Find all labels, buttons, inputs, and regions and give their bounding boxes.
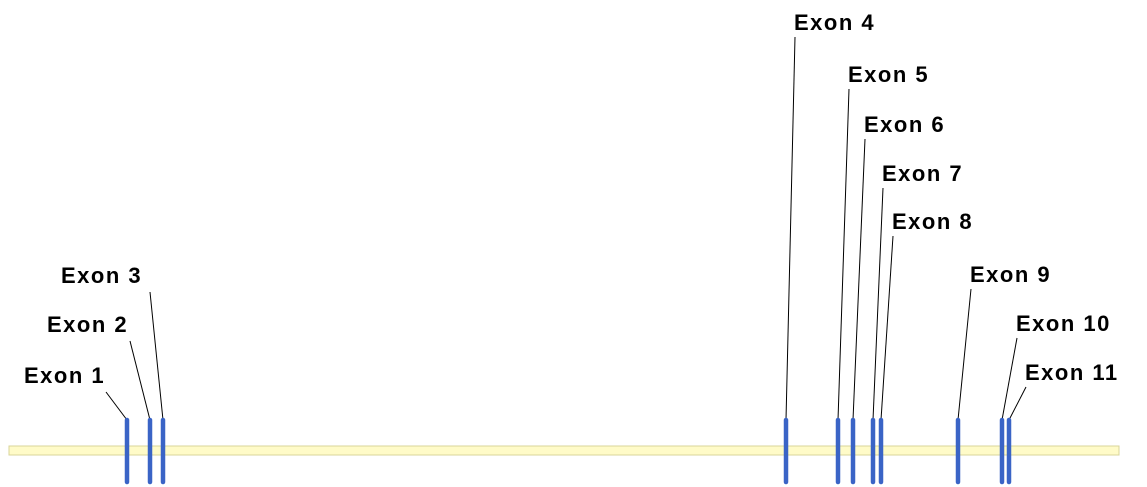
- exon-10-label: Exon 10: [1016, 311, 1111, 336]
- exon-4-label: Exon 4: [794, 10, 875, 35]
- exon-3-label: Exon 3: [61, 263, 142, 288]
- exon-7-leader-line: [872, 187, 884, 421]
- exon-6-label: Exon 6: [864, 112, 945, 137]
- exon-8-label: Exon 8: [892, 209, 973, 234]
- exon-3-leader-line: [149, 291, 164, 421]
- exon-4-leader-line: [785, 36, 796, 421]
- leader-lines: [105, 36, 1027, 421]
- exon-6-leader-line: [852, 138, 866, 421]
- exon-9-leader-line: [957, 288, 972, 421]
- exon-1-leader-line: [105, 391, 128, 421]
- exon-11-leader-line: [1008, 386, 1027, 421]
- exon-9-label: Exon 9: [970, 262, 1051, 287]
- exon-2-leader-line: [129, 340, 151, 421]
- exon-2-label: Exon 2: [47, 312, 128, 337]
- exon-11-label: Exon 11: [1025, 360, 1119, 385]
- exon-1-label: Exon 1: [24, 363, 105, 388]
- exon-5-label: Exon 5: [848, 62, 929, 87]
- exon-7-label: Exon 7: [882, 161, 963, 186]
- exon-5-leader-line: [837, 88, 850, 421]
- exon-10-leader-line: [1001, 337, 1018, 421]
- exon-8-leader-line: [880, 235, 894, 421]
- exon-labels: Exon 1 Exon 2 Exon 3 Exon 4 Exon 5 Exon 6 Exon…: [24, 10, 1119, 388]
- exon-markers: [124, 417, 1012, 485]
- gene-line: [8, 445, 1120, 456]
